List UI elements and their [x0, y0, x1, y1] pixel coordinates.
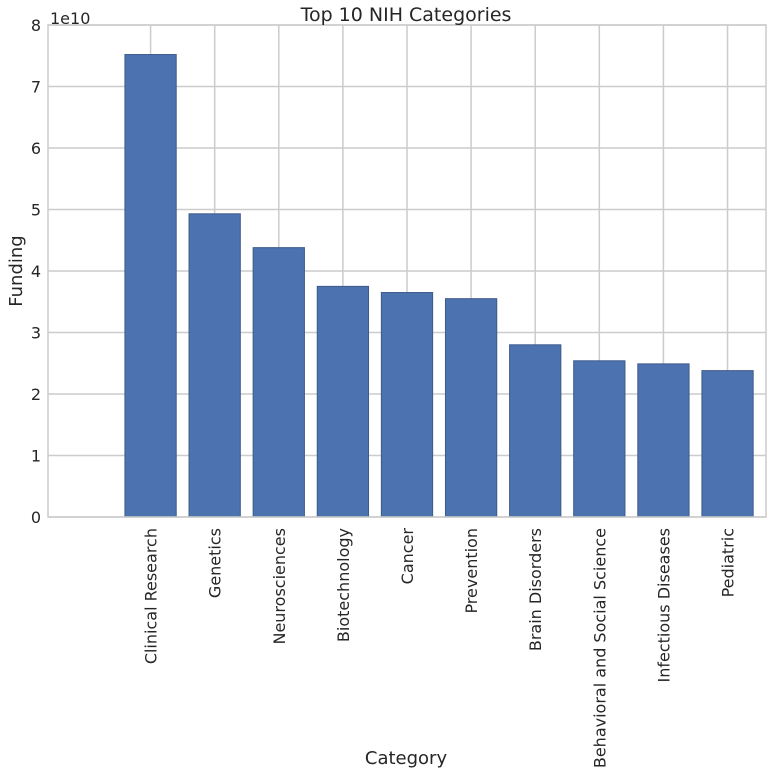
- bars: [124, 54, 754, 518]
- x-tick-label: Pediatric: [719, 528, 738, 597]
- bar-behavioral-and-social-science: [573, 360, 626, 518]
- y-tick-label: 2: [31, 385, 41, 404]
- bar-genetics: [188, 213, 241, 518]
- bar-biotechnology: [316, 285, 370, 518]
- y-tick-label: 6: [31, 139, 41, 158]
- y-tick-label: 1: [31, 447, 41, 466]
- y-axis-title: Funding: [6, 235, 27, 306]
- x-tick-labels: Clinical Research Genetics Neurosciences Bi…: [142, 528, 738, 769]
- y-tick-label: 8: [31, 16, 41, 35]
- x-tick-label: Cancer: [398, 528, 417, 585]
- bar-clinical-research: [124, 54, 177, 518]
- x-tick-label: Genetics: [206, 528, 225, 598]
- bar-pediatric: [701, 370, 754, 518]
- y-tick-labels: 0 1 2 3 4 5 6 7 8: [31, 16, 41, 527]
- y-tick-label: 4: [31, 262, 41, 281]
- y-axis-offset-label: 1e10: [50, 9, 90, 28]
- y-tick-label: 7: [31, 78, 41, 97]
- bar-infectious-diseases: [637, 363, 690, 518]
- bar-prevention: [444, 298, 498, 518]
- x-tick-label: Clinical Research: [142, 528, 161, 664]
- y-tick-label: 3: [31, 324, 41, 343]
- x-tick-label: Brain Disorders: [526, 528, 545, 651]
- bar-neurosciences: [252, 247, 305, 518]
- x-tick-label: Biotechnology: [334, 528, 353, 642]
- x-axis-title: Category: [365, 748, 448, 769]
- bar-brain-disorders: [509, 344, 562, 518]
- y-tick-label: 5: [31, 201, 41, 220]
- chart-title: Top 10 NIH Categories: [300, 4, 512, 26]
- x-tick-label: Prevention: [462, 528, 481, 614]
- bar-cancer: [380, 292, 434, 518]
- x-tick-label: Behavioral and Social Science: [590, 528, 609, 768]
- plot-frame: [47, 24, 767, 518]
- x-tick-label: Neurosciences: [270, 528, 289, 645]
- x-tick-label: Infectious Diseases: [654, 528, 673, 682]
- y-tick-label: 0: [31, 508, 41, 527]
